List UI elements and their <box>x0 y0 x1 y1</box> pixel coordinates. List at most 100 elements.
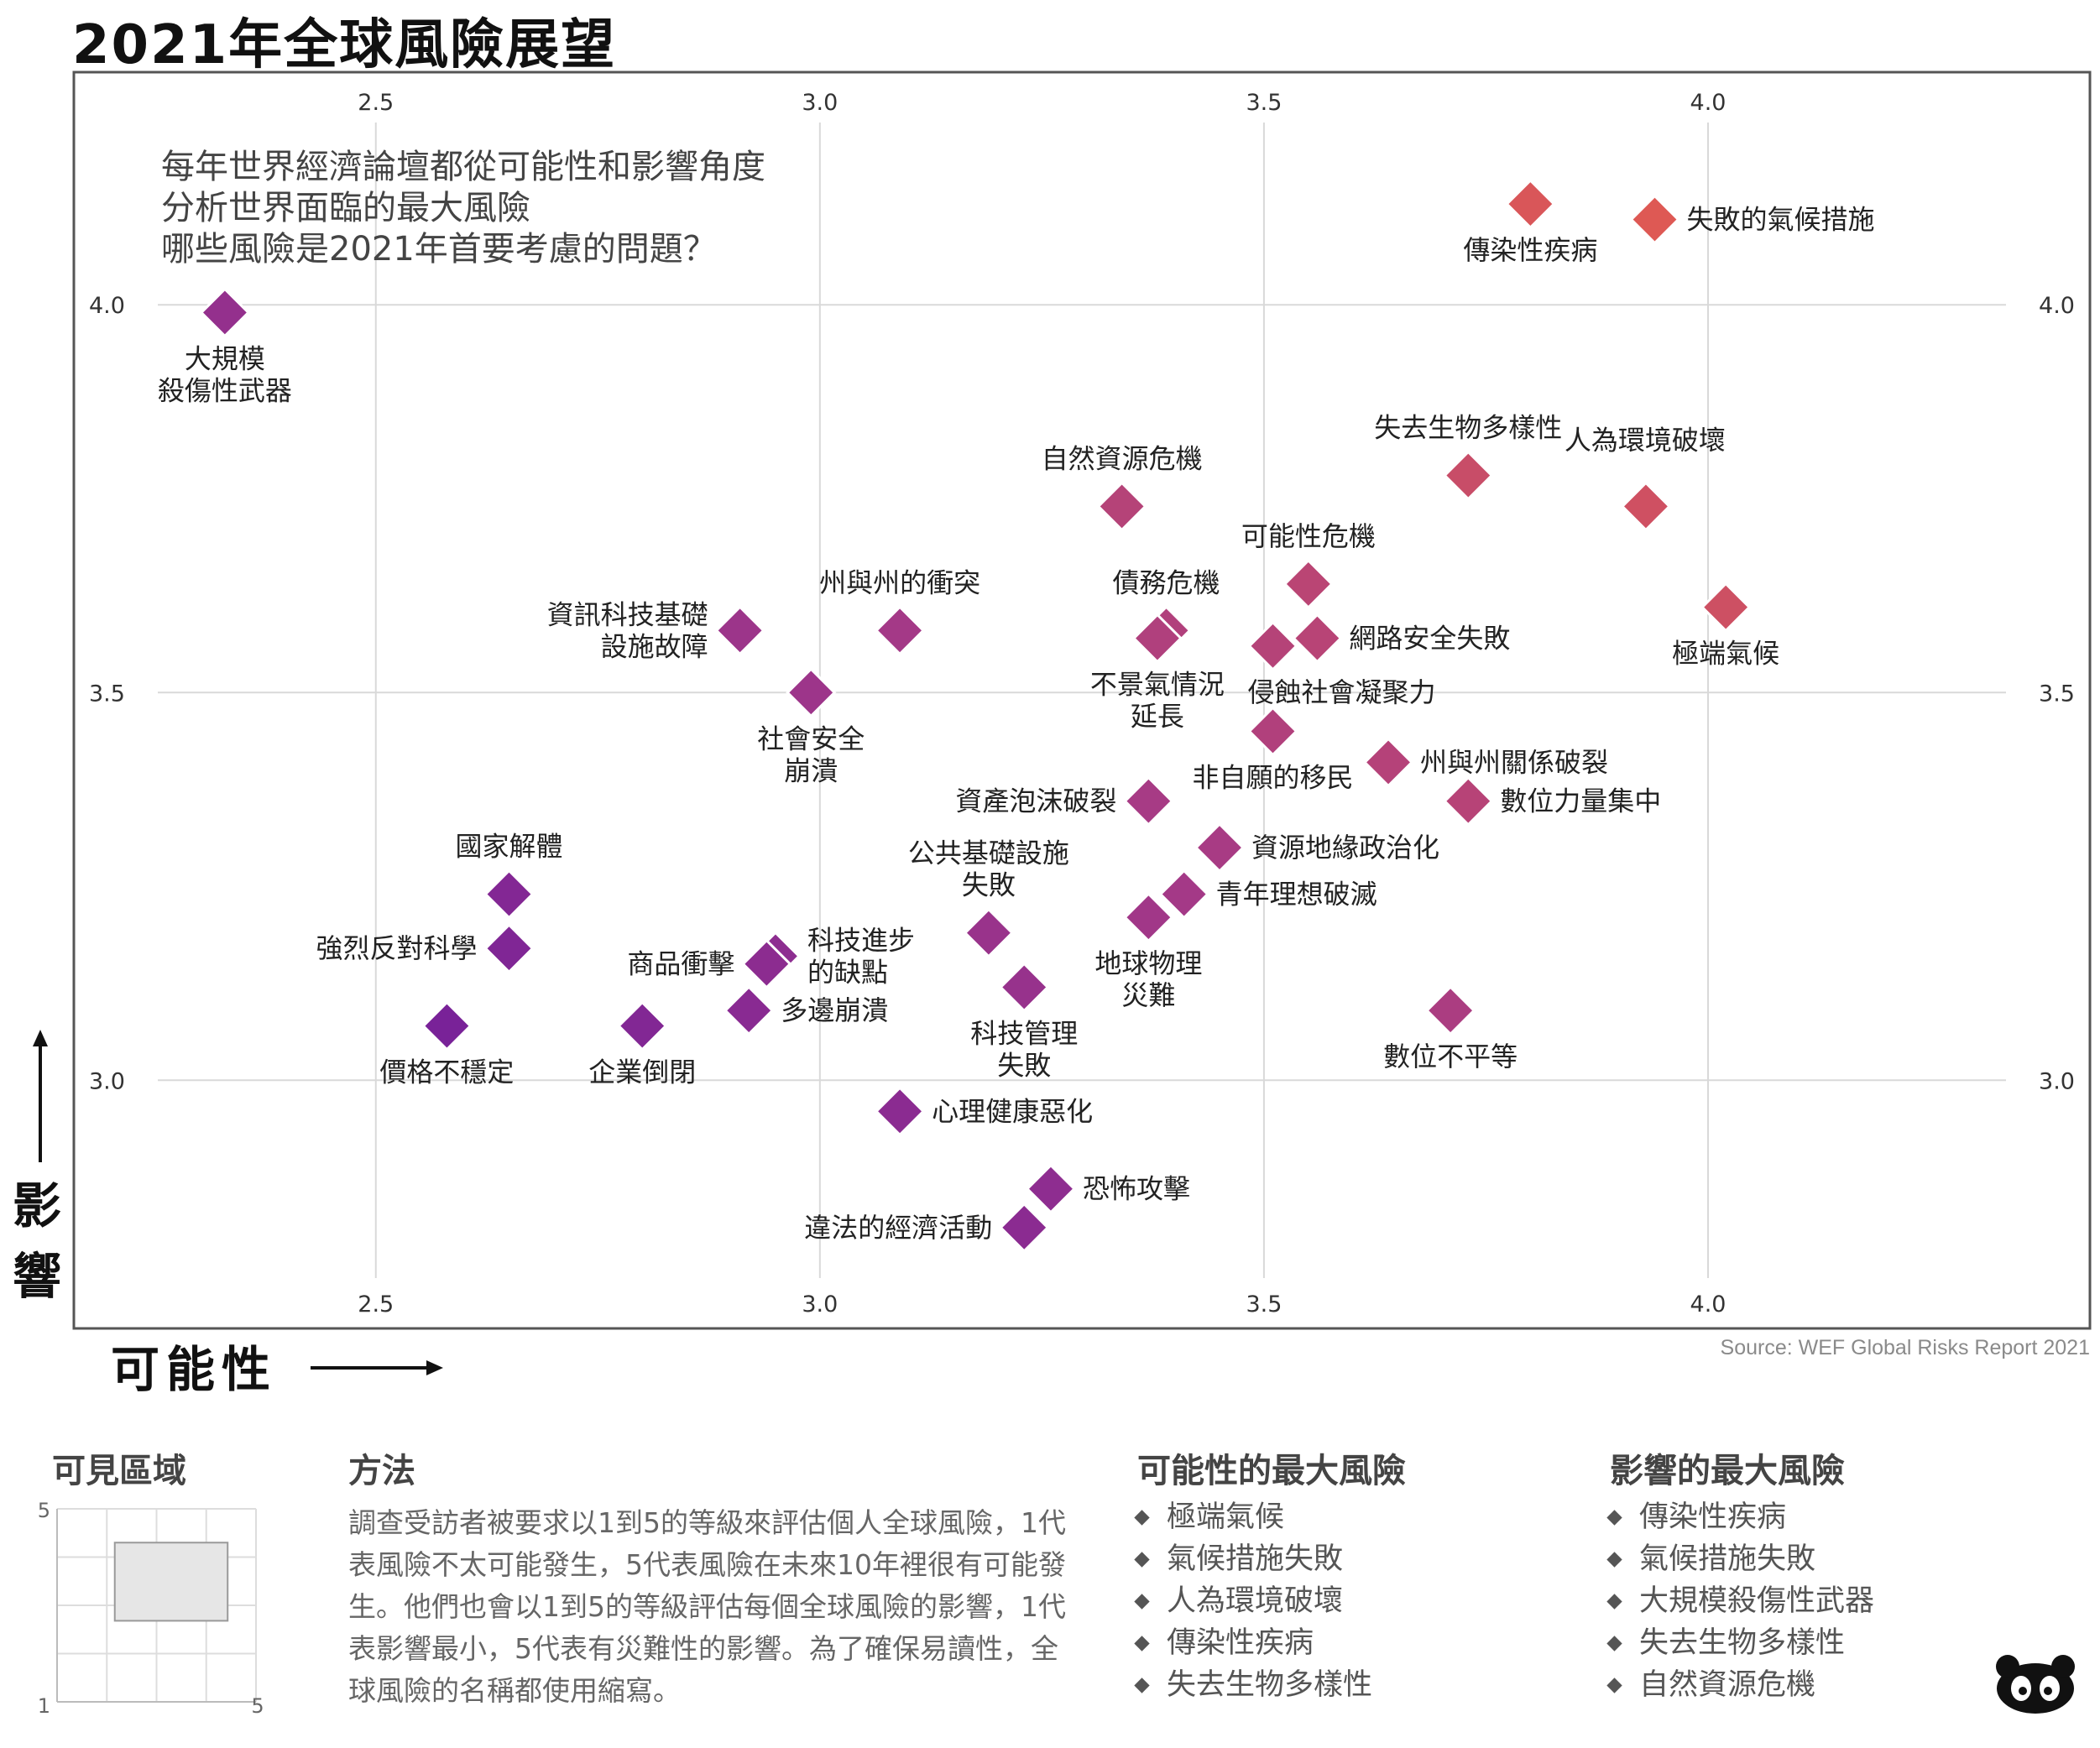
data-point-label: 價格不穩定 <box>379 1057 514 1088</box>
minimap-visible-region <box>113 1542 229 1622</box>
data-point-label: 商品衝擊 <box>627 948 734 980</box>
list-item: 傳染性疾病 <box>1133 1622 1372 1664</box>
data-point-label: 恐怖攻擊 <box>1083 1173 1190 1205</box>
data-point-label: 災難 <box>1121 979 1175 1011</box>
data-point-label: 延長 <box>1131 701 1184 733</box>
intro-text: 哪些風險是2021年首要考慮的問題？ <box>161 230 717 269</box>
brand-logo-icon <box>1996 1655 2075 1714</box>
data-point-marker <box>483 869 535 920</box>
data-point-label: 資訊科技基礎 <box>547 598 708 630</box>
data-point-marker <box>741 938 792 989</box>
data-point-label: 州與州的衝突 <box>819 566 980 598</box>
y-tick-label-left: 4.0 <box>89 293 125 319</box>
list-item: 大規模殺傷性武器 <box>1606 1580 1874 1622</box>
data-point-marker <box>1443 450 1494 501</box>
data-point-label: 失敗的氣候措施 <box>1687 204 1875 236</box>
data-point-label: 自然資源危機 <box>1042 442 1203 474</box>
y-tick-label-left: 3.0 <box>89 1068 125 1094</box>
visible-region-title: 可見區域 <box>52 1452 186 1490</box>
data-point-label: 債務危機 <box>1113 566 1220 598</box>
source-note: Source: WEF Global Risks Report 2021 <box>1720 1336 2090 1359</box>
data-point-marker <box>1025 1163 1077 1214</box>
data-point-marker <box>1096 481 1147 532</box>
plot-frame <box>72 70 2092 1330</box>
data-point-label: 州與州關係破裂 <box>1420 746 1608 778</box>
x-tick-label-bottom: 3.5 <box>1246 1291 1282 1318</box>
data-point-marker <box>1443 775 1494 827</box>
data-point-label: 大規模 <box>185 342 265 374</box>
data-point-marker <box>724 985 775 1036</box>
data-point-label: 崩潰 <box>784 754 838 786</box>
data-point-label: 設施故障 <box>601 630 708 662</box>
data-point-label: 網路安全失敗 <box>1349 623 1510 655</box>
data-point-marker <box>999 1202 1050 1253</box>
data-point-marker <box>963 907 1015 958</box>
data-point-marker <box>1123 775 1174 827</box>
data-point-marker <box>1505 178 1556 230</box>
y-tick-label-left: 3.5 <box>89 681 125 707</box>
data-point-label: 侵蝕社會凝聚力 <box>1248 676 1436 708</box>
data-point-marker <box>421 1000 473 1051</box>
data-point-label: 青年理想破滅 <box>1216 879 1377 911</box>
data-point-marker <box>1629 194 1680 245</box>
data-point-label: 殺傷性武器 <box>158 374 292 406</box>
data-point-label: 資源地緣政治化 <box>1251 832 1439 864</box>
list-item: 傳染性疾病 <box>1606 1496 1874 1538</box>
data-point-label: 企業倒閉 <box>588 1057 696 1088</box>
top-likelihood-list: 極端氣候 氣候措施失敗 人為環境破壞 傳染性疾病 失去生物多樣性 <box>1133 1496 1372 1706</box>
data-point-label: 數位不平等 <box>1383 1041 1518 1072</box>
data-point-label: 資產泡沫破裂 <box>955 785 1116 817</box>
data-point-marker <box>1282 558 1334 610</box>
list-item: 人為環境破壞 <box>1133 1580 1372 1622</box>
list-item: 氣候措施失敗 <box>1133 1538 1372 1580</box>
data-point-label: 公共基礎設施 <box>908 837 1069 869</box>
data-point-marker <box>1620 481 1672 532</box>
y-tick-label-right: 3.0 <box>2039 1068 2075 1094</box>
data-point-label: 可能性危機 <box>1241 520 1376 552</box>
data-point-label: 心理健康惡化 <box>932 1095 1093 1127</box>
data-point-label: 失敗 <box>962 869 1016 901</box>
data-point-label: 社會安全 <box>757 723 865 754</box>
data-point-marker <box>483 923 535 974</box>
minimap-tick-label: 5 <box>251 1694 264 1714</box>
up-arrow-icon <box>33 1030 48 1162</box>
data-point-label: 不景氣情況 <box>1090 669 1225 701</box>
data-point-marker <box>1194 822 1246 874</box>
data-point-marker <box>1123 892 1174 943</box>
page-title: 2021年全球風險展望 <box>72 14 617 76</box>
data-point-label: 違法的經濟活動 <box>804 1212 992 1244</box>
top-impact-list: 傳染性疾病 氣候措施失敗 大規模殺傷性武器 失去生物多樣性 自然資源危機 <box>1606 1496 1874 1706</box>
data-point-label: 極端氣候 <box>1672 638 1779 670</box>
data-point-label: 科技進步 <box>807 924 915 956</box>
x-axis-label: 可能性 <box>111 1341 278 1398</box>
x-tick-label-top: 3.5 <box>1246 90 1282 116</box>
data-point-label: 人為環境破壞 <box>1565 424 1726 456</box>
data-point-marker <box>1425 985 1476 1036</box>
x-tick-label-bottom: 4.0 <box>1690 1291 1726 1318</box>
data-point-marker <box>1247 706 1298 757</box>
data-point-label: 非自願的移民 <box>1192 761 1353 793</box>
intro-text: 每年世界經濟論壇都從可能性和影響角度 <box>161 148 765 186</box>
method-title: 方法 <box>348 1452 415 1490</box>
data-point-marker <box>617 1000 668 1051</box>
data-point-label: 數位力量集中 <box>1500 785 1661 817</box>
data-point-label: 的缺點 <box>807 956 888 988</box>
data-point-marker <box>874 605 926 656</box>
data-point-label: 失敗 <box>997 1049 1051 1081</box>
minimap-tick-label: 1 <box>38 1694 50 1714</box>
x-tick-label-top: 4.0 <box>1690 90 1726 116</box>
data-point-marker <box>1700 582 1752 633</box>
data-point-marker <box>786 667 837 718</box>
list-item: 失去生物多樣性 <box>1606 1622 1874 1664</box>
right-arrow-icon <box>311 1360 443 1375</box>
data-point-label: 科技管理 <box>970 1017 1078 1049</box>
data-point-label: 強烈反對科學 <box>316 932 477 964</box>
data-point-marker <box>1292 613 1343 664</box>
data-point-marker <box>199 287 251 338</box>
method-text: 調查受訪者被要求以1到5的等級來評估個人全球風險，1代表風險不太可能發生，5代表… <box>348 1506 1066 1707</box>
x-tick-label-bottom: 3.0 <box>802 1291 838 1318</box>
data-point-label: 傳染性疾病 <box>1463 234 1597 266</box>
minimap-tick-label: 5 <box>38 1499 50 1522</box>
list-item: 失去生物多樣性 <box>1133 1664 1372 1706</box>
